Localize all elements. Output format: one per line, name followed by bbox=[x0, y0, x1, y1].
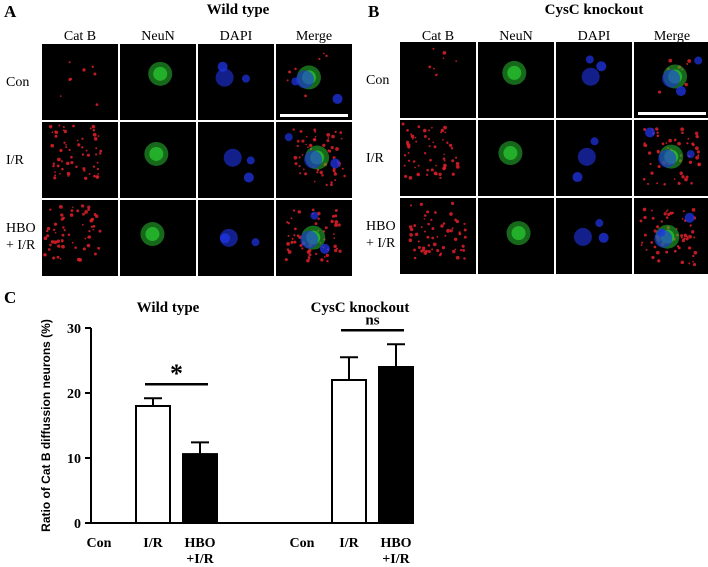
x-tick-label-0-2-0: HBO bbox=[184, 536, 215, 551]
pa-scale-bar bbox=[280, 114, 348, 117]
panel-b-letter: B bbox=[368, 2, 380, 21]
pa-row-label-2: HBO + I/R bbox=[6, 221, 36, 253]
x-tick-label-0-0: Con bbox=[87, 536, 112, 551]
pb-row-label-1: I/R bbox=[366, 151, 384, 166]
x-tick-label-0-1: I/R bbox=[143, 536, 163, 551]
panel-b-title: CysC knockout bbox=[544, 2, 644, 18]
pb-micrograph-0-3 bbox=[634, 42, 708, 118]
bar-0-1 bbox=[135, 405, 171, 524]
pa-col-header-2: DAPI bbox=[219, 29, 253, 44]
pa-micrograph-0-2 bbox=[198, 44, 274, 120]
significance-label-1: ns bbox=[365, 312, 379, 328]
pa-micrograph-2-1 bbox=[120, 200, 196, 276]
pb-micrograph-2-0 bbox=[400, 198, 476, 274]
pb-row-label-0: Con bbox=[366, 73, 390, 88]
bar-1-1 bbox=[331, 379, 367, 524]
pa-col-header-1: NeuN bbox=[141, 29, 175, 44]
pb-scale-bar bbox=[638, 112, 706, 115]
x-tick-label-1-1: I/R bbox=[339, 536, 359, 551]
pa-micrograph-2-0 bbox=[42, 200, 118, 276]
pa-row-label-1: I/R bbox=[6, 153, 24, 168]
pb-micrograph-1-3 bbox=[634, 120, 708, 196]
y-tick-label-0: 0 bbox=[74, 517, 81, 532]
pa-micrograph-2-2 bbox=[198, 200, 274, 276]
pa-row-label-0: Con bbox=[6, 75, 30, 90]
group-title-1: CysC knockout bbox=[311, 300, 410, 316]
y-tick-label-3: 30 bbox=[67, 322, 81, 337]
pb-micrograph-1-0 bbox=[400, 120, 476, 196]
y-axis-label: Ratio of Cat B diffussion neurons (%) bbox=[39, 319, 53, 532]
pa-col-header-3: Merge bbox=[295, 29, 333, 44]
y-tick-label-2: 20 bbox=[67, 387, 81, 402]
pb-row-label-2: HBO + I/R bbox=[366, 219, 396, 251]
pb-micrograph-2-2 bbox=[556, 198, 632, 274]
pa-micrograph-0-1 bbox=[120, 44, 196, 120]
pa-micrograph-0-3 bbox=[276, 44, 352, 120]
pb-col-header-3: Merge bbox=[653, 29, 691, 44]
pa-col-header-0: Cat B bbox=[63, 29, 97, 44]
pb-micrograph-0-0 bbox=[400, 42, 476, 118]
pb-micrograph-2-1 bbox=[478, 198, 554, 274]
significance-label-0: * bbox=[170, 359, 183, 388]
panel-c-letter: C bbox=[4, 288, 17, 307]
pa-micrograph-1-1 bbox=[120, 122, 196, 198]
pb-col-header-1: NeuN bbox=[499, 29, 533, 44]
panel-a-letter: A bbox=[4, 2, 17, 21]
pb-micrograph-0-1 bbox=[478, 42, 554, 118]
group-title-0: Wild type bbox=[137, 300, 200, 316]
x-tick-label-1-2-0: HBO bbox=[380, 536, 411, 551]
x-tick-label-1-2-1: +I/R bbox=[382, 552, 410, 567]
pa-micrograph-2-3 bbox=[276, 200, 352, 276]
pa-micrograph-0-0 bbox=[42, 44, 118, 120]
x-tick-label-1-0: Con bbox=[290, 536, 315, 551]
bar-0-2 bbox=[182, 453, 218, 525]
x-tick-label-0-2-1: +I/R bbox=[186, 552, 214, 567]
pb-micrograph-1-2 bbox=[556, 120, 632, 196]
pb-col-header-2: DAPI bbox=[577, 29, 611, 44]
pa-micrograph-1-3 bbox=[276, 122, 352, 198]
bar-chart: 0 10 20 30 Ratio of Cat B diffussion neurons… bbox=[39, 300, 414, 567]
pa-micrograph-1-0 bbox=[42, 122, 118, 198]
y-tick-label-1: 10 bbox=[67, 452, 81, 467]
bar-1-2 bbox=[378, 366, 414, 524]
panel-a-title: Wild type bbox=[206, 2, 270, 18]
pb-micrograph-2-3 bbox=[634, 198, 708, 274]
pa-micrograph-1-2 bbox=[198, 122, 274, 198]
pb-col-header-0: Cat B bbox=[421, 29, 455, 44]
pb-micrograph-1-1 bbox=[478, 120, 554, 196]
pb-micrograph-0-2 bbox=[556, 42, 632, 118]
